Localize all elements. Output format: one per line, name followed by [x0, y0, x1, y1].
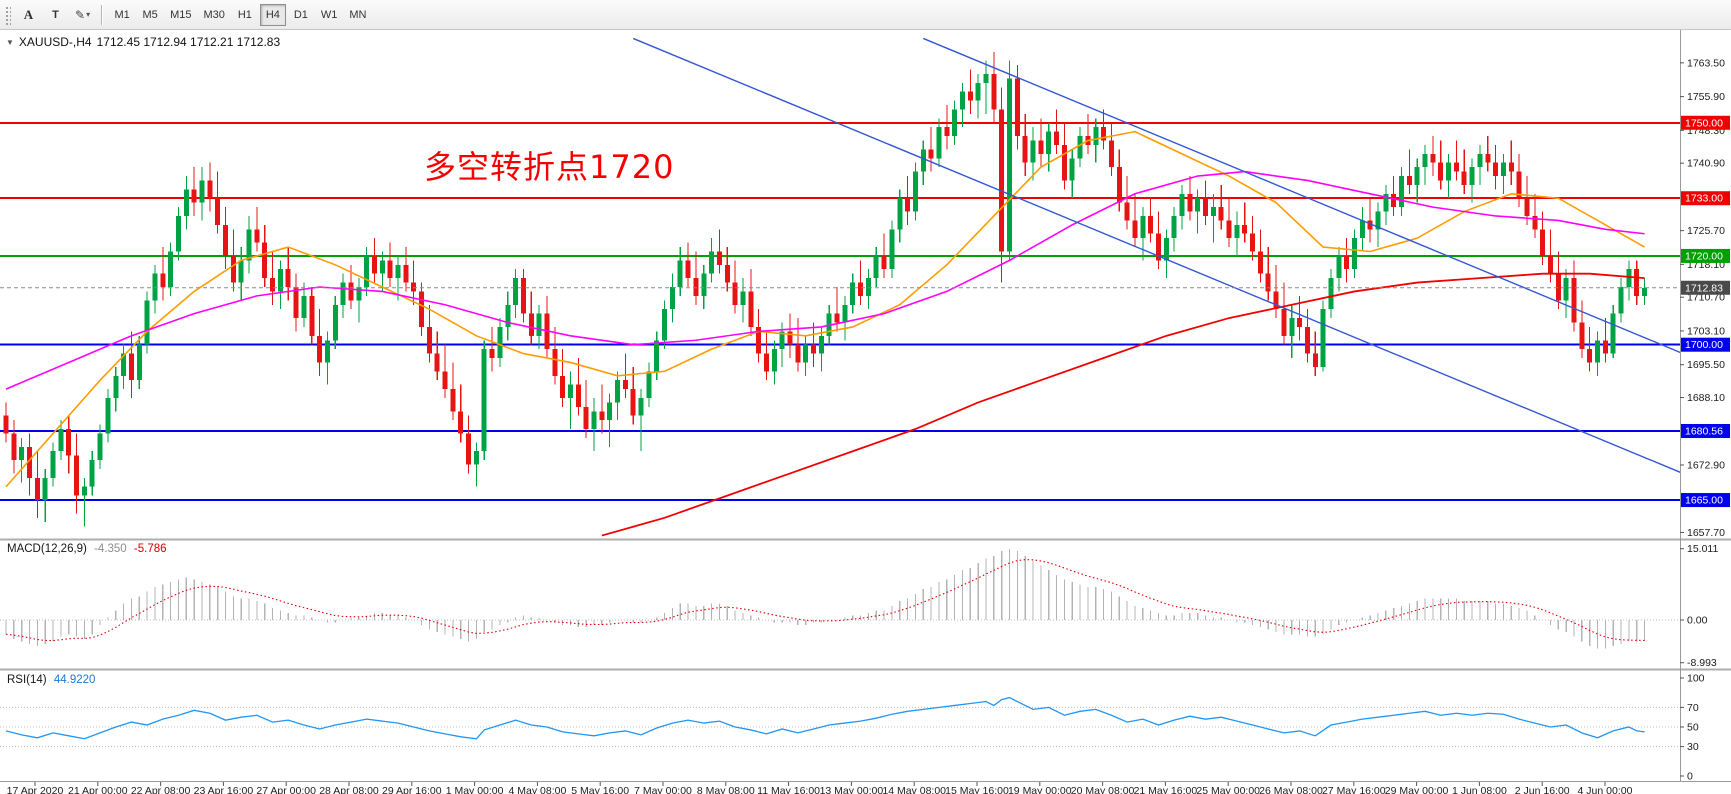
- macd-panel-label: MACD(12,26,9) -4.350 -5.786: [7, 543, 167, 555]
- svg-text:29 May 00:00: 29 May 00:00: [1385, 785, 1449, 794]
- macd-main-value: -4.350: [94, 543, 127, 555]
- svg-text:1 May 00:00: 1 May 00:00: [446, 785, 504, 794]
- macd-signal-value: -5.786: [133, 543, 167, 555]
- svg-text:0: 0: [1687, 771, 1693, 783]
- symbol-period-label: XAUUSD-,H4: [18, 35, 92, 49]
- svg-text:27 May 16:00: 27 May 16:00: [1322, 785, 1386, 794]
- svg-text:30: 30: [1687, 741, 1699, 753]
- svg-text:26 May 08:00: 26 May 08:00: [1259, 785, 1323, 794]
- timeframe-button-w1[interactable]: W1: [316, 4, 343, 26]
- svg-text:1750.00: 1750.00: [1685, 117, 1723, 129]
- svg-text:1740.90: 1740.90: [1687, 158, 1725, 170]
- svg-text:13 May 00:00: 13 May 00:00: [820, 785, 884, 794]
- rsi-line: [5, 696, 1645, 740]
- timeframe-button-h4[interactable]: H4: [259, 3, 286, 26]
- dropdown-caret-icon: ▾: [86, 9, 91, 19]
- svg-text:70: 70: [1687, 702, 1699, 714]
- svg-text:1712.83: 1712.83: [1685, 282, 1723, 294]
- svg-text:28 Apr 08:00: 28 Apr 08:00: [319, 785, 379, 794]
- chart-text-annotation: 多空转折点1720: [424, 148, 675, 186]
- macd-panel[interactable]: 15.011 0.00 -8.993: [0, 543, 1718, 669]
- svg-text:25 May 00:00: 25 May 00:00: [1196, 785, 1260, 794]
- svg-text:2 Jun 16:00: 2 Jun 16:00: [1515, 785, 1570, 794]
- time-scale[interactable]: 17 Apr 2020 21 Apr 00:00 22 Apr 08:00 23 Ap…: [7, 782, 1633, 794]
- svg-text:29 Apr 16:00: 29 Apr 16:00: [382, 785, 442, 794]
- horizontal-price-lines[interactable]: [0, 121, 1680, 502]
- svg-text:27 Apr 00:00: 27 Apr 00:00: [256, 785, 316, 794]
- svg-text:1763.50: 1763.50: [1687, 57, 1725, 69]
- chart-region: 1763.50 1755.90 1748.30 1740.90 1725.70 1718.…: [0, 30, 1731, 794]
- svg-text:21 May 16:00: 21 May 16:00: [1134, 785, 1198, 794]
- svg-text:14 May 08:00: 14 May 08:00: [882, 785, 946, 794]
- svg-text:8 May 08:00: 8 May 08:00: [697, 785, 755, 794]
- svg-text:4 Jun 00:00: 4 Jun 00:00: [1578, 785, 1633, 794]
- svg-text:21 Apr 00:00: 21 Apr 00:00: [68, 785, 128, 794]
- svg-text:1720.00: 1720.00: [1685, 250, 1723, 262]
- candlesticks: [3, 51, 1648, 527]
- svg-text:1733.00: 1733.00: [1685, 193, 1723, 205]
- toolbar-separator: [101, 4, 104, 25]
- brush-icon: ✎: [75, 7, 86, 22]
- toolbar: A T ✎ ▾ M1 M5 M15 M30 H1 H4 D1 W1 MN: [0, 0, 1731, 30]
- svg-text:1680.56: 1680.56: [1685, 425, 1723, 437]
- ma-mid-magenta: [5, 170, 1645, 390]
- svg-text:1695.50: 1695.50: [1687, 359, 1725, 371]
- text-box-tool-button[interactable]: T: [43, 4, 68, 26]
- svg-text:23 Apr 16:00: 23 Apr 16:00: [194, 785, 254, 794]
- svg-text:1700.00: 1700.00: [1685, 339, 1723, 351]
- svg-text:50: 50: [1687, 722, 1699, 734]
- chart-canvas[interactable]: 1763.501755.901748.301740.901725.701718.…: [0, 30, 1731, 794]
- macd-title: MACD(12,26,9): [7, 543, 87, 555]
- svg-text:1703.10: 1703.10: [1687, 325, 1725, 337]
- text-label-tool-button[interactable]: A: [16, 4, 41, 26]
- symbol-dropdown-icon[interactable]: ▼: [6, 37, 14, 47]
- timeframe-button-mn[interactable]: MN: [344, 4, 371, 26]
- svg-text:1665.00: 1665.00: [1685, 495, 1723, 507]
- svg-text:11 May 16:00: 11 May 16:00: [757, 785, 820, 794]
- svg-text:4 May 08:00: 4 May 08:00: [509, 785, 567, 794]
- svg-text:19 May 00:00: 19 May 00:00: [1008, 785, 1072, 794]
- chart-ohlc-header: ▼ XAUUSD-,H4 1712.45 1712.94 1712.21 171…: [6, 35, 280, 49]
- price-scale[interactable]: 1763.501755.901748.301740.901725.701718.…: [1680, 57, 1730, 539]
- svg-text:1688.10: 1688.10: [1687, 392, 1725, 404]
- trendlines[interactable]: [632, 37, 1715, 486]
- ohlc-values: 1712.45 1712.94 1712.21 1712.83: [96, 35, 281, 49]
- svg-text:100: 100: [1687, 673, 1705, 685]
- svg-text:0.00: 0.00: [1687, 615, 1708, 627]
- svg-text:1755.90: 1755.90: [1687, 91, 1725, 103]
- svg-text:1725.70: 1725.70: [1687, 225, 1725, 237]
- timeframe-button-m1[interactable]: M1: [109, 4, 135, 26]
- svg-text:1 Jun 08:00: 1 Jun 08:00: [1452, 785, 1507, 794]
- timeframe-button-m5[interactable]: M5: [137, 4, 163, 26]
- svg-text:1657.70: 1657.70: [1687, 527, 1725, 539]
- svg-text:22 Apr 08:00: 22 Apr 08:00: [131, 785, 191, 794]
- rsi-panel-label: RSI(14) 44.9220: [7, 674, 95, 686]
- toolbar-drag-handle[interactable]: [4, 4, 11, 25]
- ma-slow-red: [601, 272, 1645, 537]
- rsi-title: RSI(14): [7, 674, 47, 686]
- timeframe-button-h1[interactable]: H1: [232, 4, 258, 26]
- moving-averages[interactable]: [5, 130, 1645, 537]
- rsi-panel[interactable]: 100 70 50 30 0: [0, 673, 1705, 783]
- timeframe-button-m15[interactable]: M15: [165, 4, 196, 26]
- svg-text:7 May 00:00: 7 May 00:00: [634, 785, 692, 794]
- svg-text:15.011: 15.011: [1687, 543, 1718, 555]
- rsi-value: 44.9220: [53, 674, 96, 686]
- timeframe-button-d1[interactable]: D1: [288, 4, 314, 26]
- ma-fast-orange: [5, 130, 1645, 488]
- macd-histogram: [5, 548, 1646, 649]
- svg-text:15 May 16:00: 15 May 16:00: [945, 785, 1009, 794]
- svg-text:-8.993: -8.993: [1687, 657, 1717, 669]
- timeframe-button-m30[interactable]: M30: [198, 4, 229, 26]
- svg-text:17 Apr 2020: 17 Apr 2020: [7, 785, 64, 794]
- svg-text:5 May 16:00: 5 May 16:00: [571, 785, 629, 794]
- svg-text:20 May 08:00: 20 May 08:00: [1071, 785, 1135, 794]
- draw-tool-button[interactable]: ✎ ▾: [70, 4, 95, 26]
- svg-text:1672.90: 1672.90: [1687, 459, 1725, 471]
- macd-signal-line: [5, 559, 1645, 642]
